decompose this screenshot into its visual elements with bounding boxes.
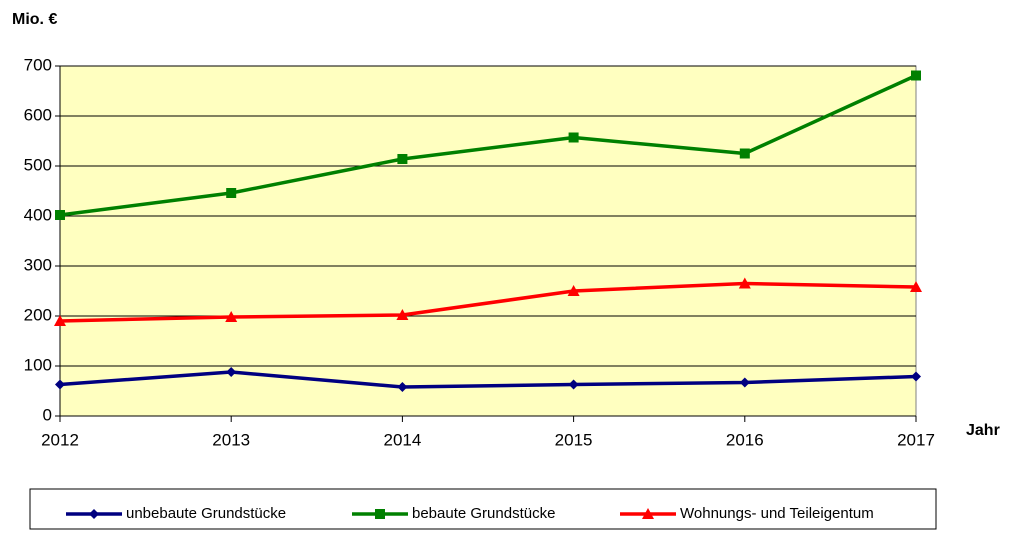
legend-label: unbebaute Grundstücke (126, 505, 286, 522)
y-axis-label: Mio. € (12, 11, 57, 28)
series-line (59, 370, 917, 389)
marker (567, 285, 580, 296)
y-tick-label: 0 (43, 405, 52, 424)
legend-label: Wohnungs- und Teileigentum (680, 505, 874, 522)
marker (568, 132, 579, 143)
marker (55, 210, 65, 220)
legend-label: bebaute Grundstücke (412, 505, 555, 522)
marker (226, 188, 237, 198)
series-line (59, 281, 917, 323)
legend-marker (89, 509, 99, 519)
x-tick-label: 2016 (726, 430, 764, 449)
x-tick-label: 2012 (41, 430, 79, 449)
y-tick-label: 700 (24, 55, 52, 74)
series-line (59, 73, 917, 217)
marker (739, 377, 750, 388)
marker (225, 311, 238, 322)
marker (911, 371, 921, 382)
marker (568, 379, 579, 390)
marker (911, 70, 921, 81)
y-tick-label: 300 (24, 255, 52, 274)
marker (396, 309, 409, 320)
marker (397, 154, 408, 164)
y-tick-label: 100 (24, 355, 52, 374)
marker (739, 148, 750, 159)
marker (397, 382, 408, 392)
x-tick-label: 2014 (383, 430, 421, 449)
x-tick-label: 2013 (212, 430, 250, 449)
legend-marker (642, 508, 654, 519)
y-tick-label: 500 (24, 155, 52, 174)
legend-box (29, 488, 937, 530)
marker (54, 315, 66, 326)
marker (55, 379, 65, 390)
plot-area (59, 65, 917, 417)
y-tick-label: 600 (24, 105, 52, 124)
x-axis-label: Jahr (966, 422, 1000, 439)
marker (738, 277, 751, 289)
marker (910, 281, 922, 292)
y-tick-label: 400 (24, 205, 52, 224)
y-tick-label: 200 (24, 305, 52, 324)
x-tick-label: 2015 (555, 430, 593, 449)
marker (226, 367, 237, 377)
legend-marker (375, 509, 385, 519)
x-tick-label: 2017 (897, 430, 935, 449)
